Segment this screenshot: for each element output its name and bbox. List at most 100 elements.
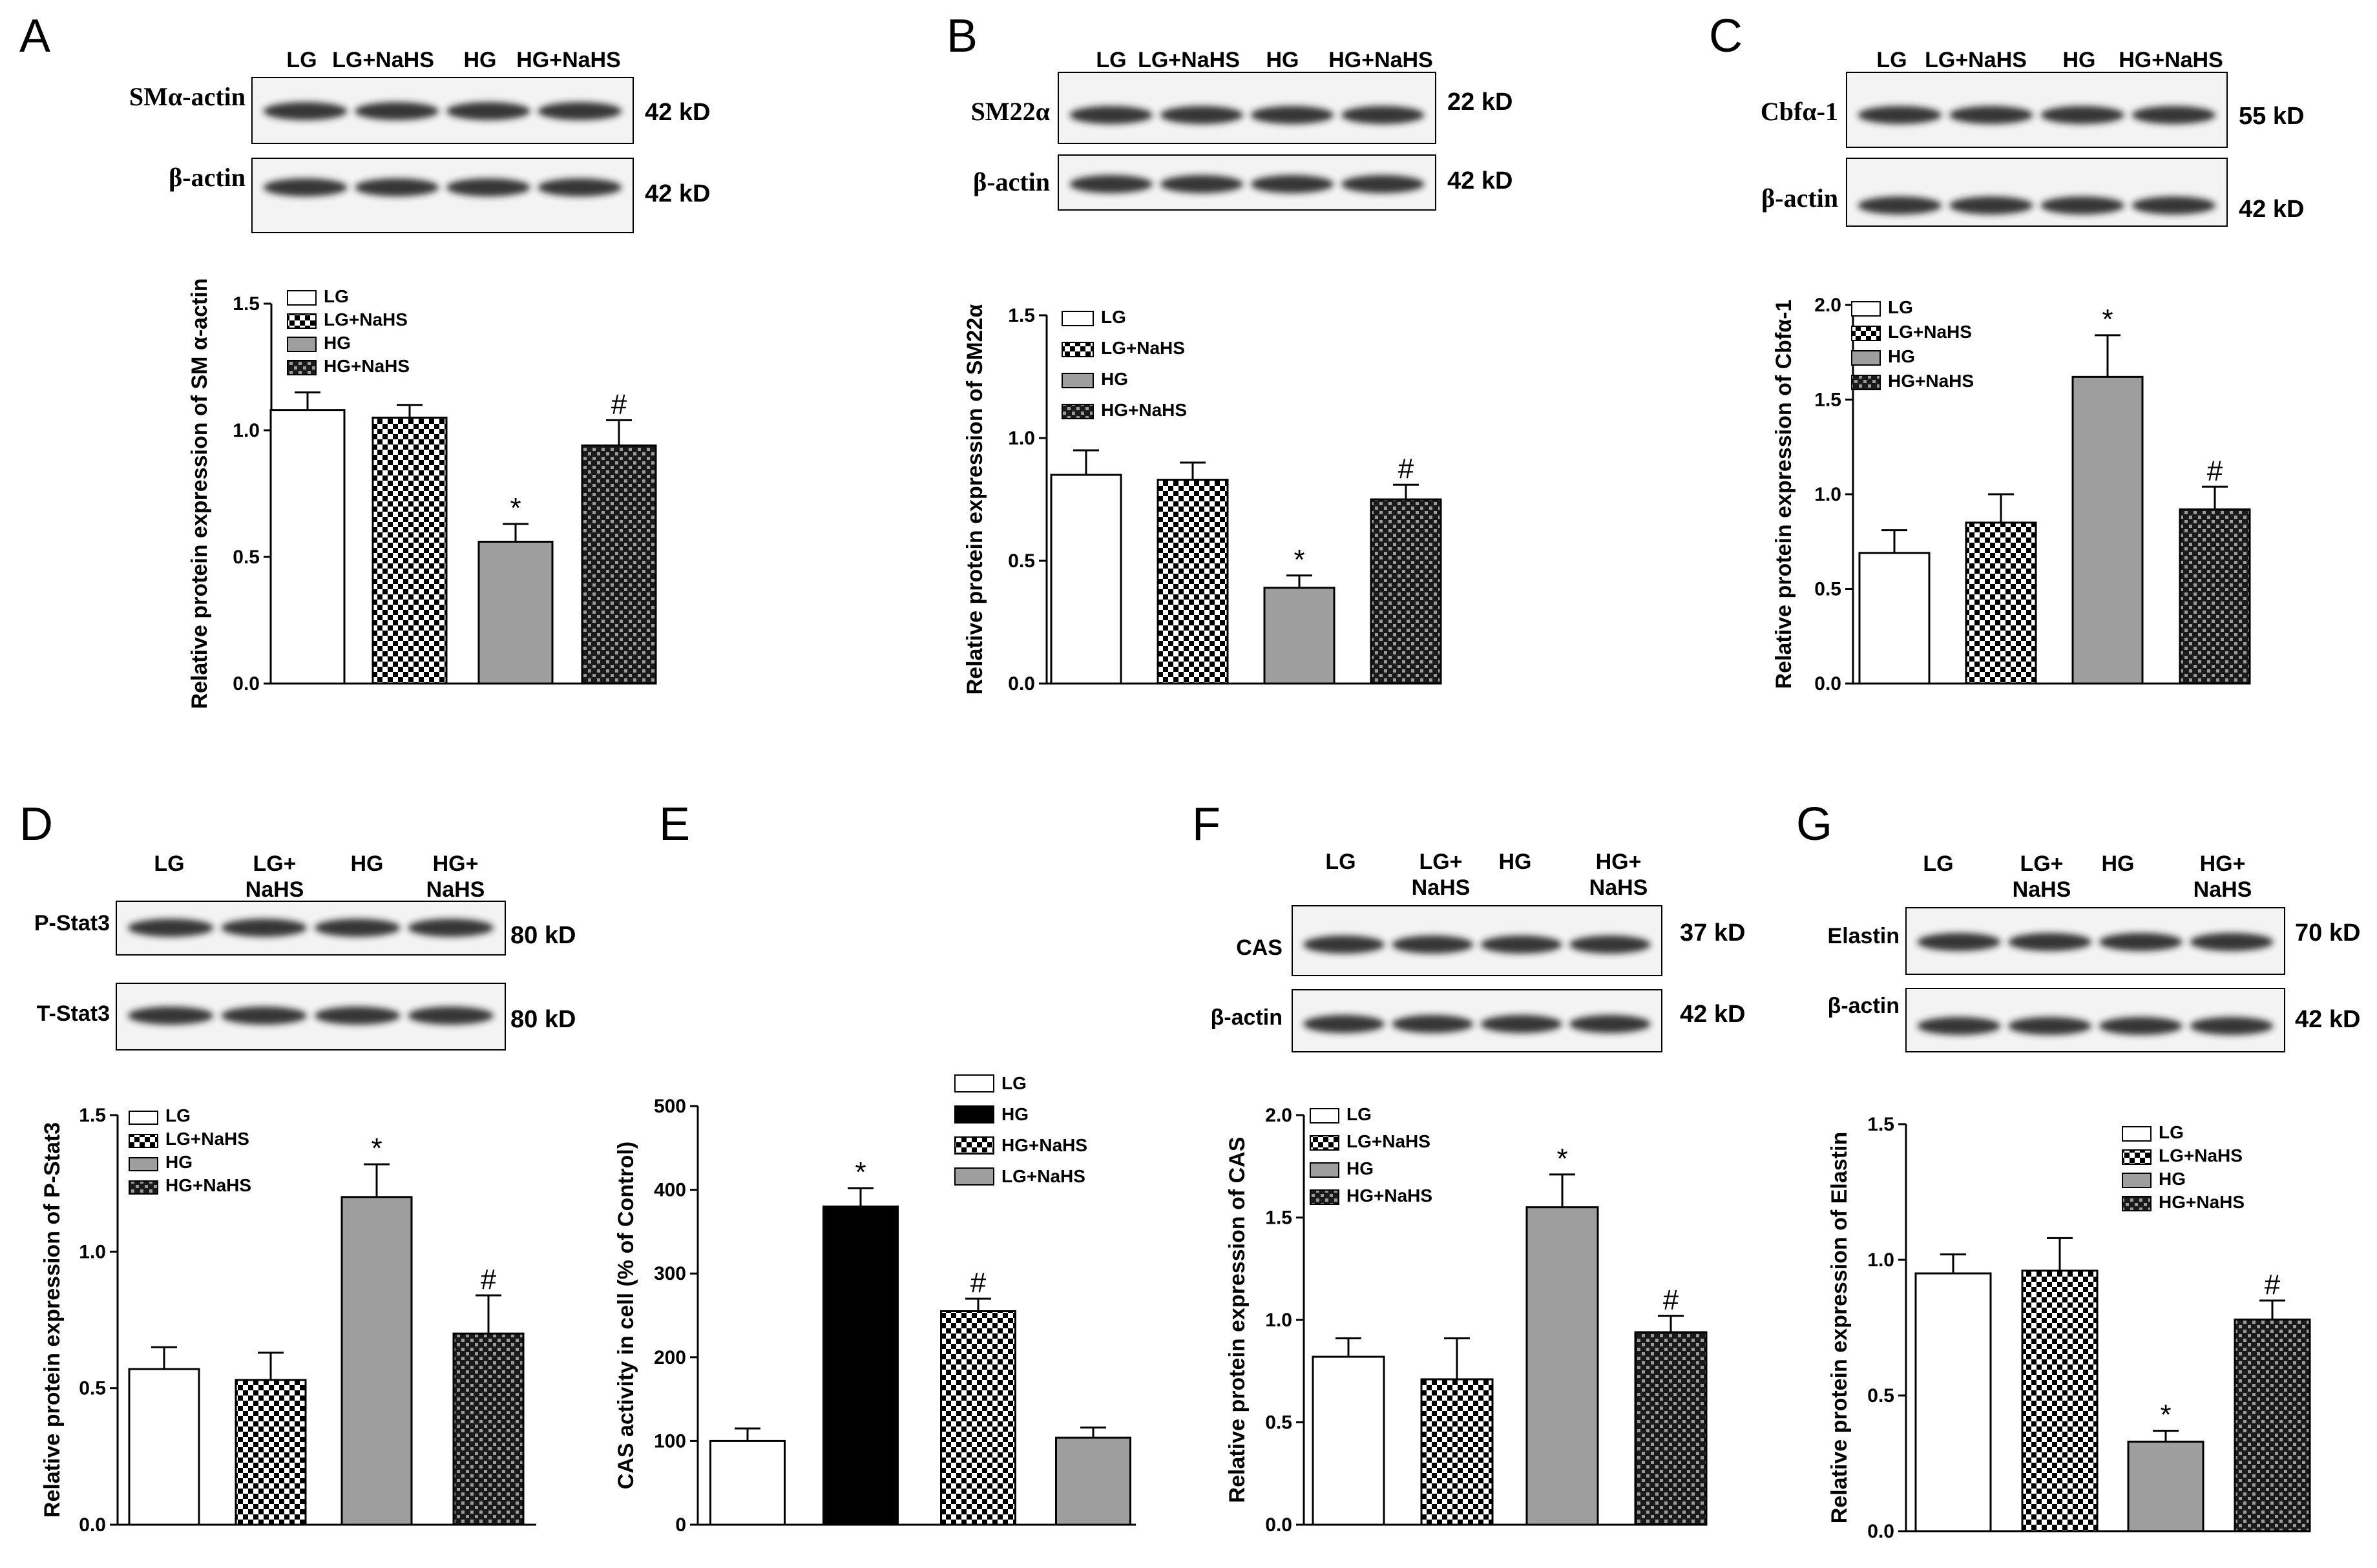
blot-band — [1069, 175, 1153, 193]
blot-band — [2008, 933, 2092, 951]
lane-label: HG+NaHS — [2119, 48, 2223, 72]
significance-mark: * — [1556, 1143, 1567, 1175]
legend-swatch — [2122, 1196, 2152, 1211]
y-tick-label: 1.5 — [1008, 305, 1035, 326]
legend-label: LG — [2159, 1122, 2184, 1142]
legend-swatch — [1310, 1189, 1339, 1205]
blot-band — [128, 919, 214, 937]
lane-label: LG+NaHS — [1925, 48, 2027, 72]
bar — [1157, 479, 1229, 685]
blot-band — [315, 1007, 401, 1025]
bar-lg — [1914, 1253, 1992, 1532]
plot-area: 0.0 0.5 1.0 1.5 Relative protein expression … — [963, 304, 1442, 695]
bar-lg-nahs — [1055, 1427, 1131, 1526]
y-tick-label: 0 — [675, 1514, 686, 1536]
kd-label: 22 kD — [1447, 89, 1513, 116]
blot-band — [1392, 936, 1474, 954]
bar — [1263, 587, 1335, 685]
y-tick-label: 0.5 — [233, 547, 260, 568]
significance-mark: # — [481, 1264, 497, 1295]
legend-label: LG — [1346, 1104, 1372, 1124]
protein-label: Cbfα-1 — [1761, 97, 1838, 126]
plot-area: 0.0 0.5 1.0 1.5 Relative protein expression … — [40, 1105, 536, 1536]
significance-mark: * — [1293, 544, 1304, 576]
legend-swatch — [954, 1167, 994, 1186]
legend-label: HG+NaHS — [1888, 371, 1974, 391]
bar — [1055, 1436, 1131, 1526]
legend-swatch — [287, 313, 317, 329]
bar-lg — [1312, 1337, 1385, 1526]
y-tick-label: 1.5 — [233, 293, 260, 315]
legend-swatch — [287, 360, 317, 375]
blot-band — [1917, 933, 2001, 951]
blot-band — [1250, 106, 1334, 124]
legend-swatch — [287, 290, 317, 306]
blot-band — [1949, 196, 2033, 214]
lane-label: HG — [1266, 48, 1299, 72]
western-blot: LG LG+NaHS HG HG+NaHS SM22α 22 kD β-actin 42 kD — [971, 48, 1513, 211]
blot-band — [1917, 1017, 2001, 1035]
plot-area: 0.0 0.5 1.0 1.5 2.0 Relative protein expressi… — [1772, 295, 2251, 695]
lane-label: NaHS — [2194, 877, 2252, 902]
y-tick-label: 0.5 — [79, 1378, 106, 1399]
blot-band — [1303, 1015, 1385, 1033]
bar-hg-nahs: # — [1634, 1284, 1708, 1526]
bar — [1634, 1331, 1708, 1526]
legend-label: LG+NaHS — [1101, 338, 1185, 358]
blot-band — [355, 178, 439, 196]
bar — [1965, 521, 2037, 685]
bar-hg-nahs: # — [940, 1267, 1016, 1526]
kd-label: 80 kD — [510, 922, 576, 949]
legend-swatch — [954, 1074, 994, 1092]
y-tick-label: 0.0 — [233, 673, 260, 695]
bar-hg-nahs: # — [2234, 1269, 2311, 1532]
y-tick-label: 0.0 — [79, 1514, 106, 1536]
blot-band — [1480, 1015, 1562, 1033]
plot-area: 0 100 200 300 400 500 CAS activity in cell (% … — [614, 1096, 1136, 1536]
y-tick-label: 0.5 — [1814, 579, 1841, 600]
western-blot: LG LG+NaHS HG HG+NaHS SMα-actin 42 kD β-actin 4… — [129, 48, 710, 233]
legend-swatch — [954, 1136, 994, 1155]
legend-swatch — [1310, 1135, 1339, 1151]
bar — [940, 1310, 1016, 1526]
y-tick-label: 1.0 — [1867, 1249, 1894, 1271]
panel-letter: B — [947, 10, 978, 62]
blot-band — [1069, 106, 1153, 124]
legend-swatch — [129, 1157, 158, 1171]
lane-label: HG+ — [1596, 850, 1642, 874]
y-tick-label: 300 — [654, 1263, 686, 1284]
bar — [340, 1196, 413, 1526]
bar-lg-nahs — [1420, 1337, 1494, 1526]
lane-label: LG+NaHS — [1138, 48, 1240, 72]
blot-band — [538, 102, 622, 120]
blot-band — [2190, 933, 2274, 951]
bar-lg — [709, 1427, 786, 1526]
blot-band — [355, 102, 439, 120]
legend-label: LG — [324, 286, 349, 306]
blot-band — [538, 178, 622, 196]
legend-label: HG — [1101, 369, 1128, 389]
protein-label: CAS — [1236, 936, 1283, 960]
legend-swatch — [1851, 326, 1881, 341]
legend-label: HG — [324, 333, 351, 353]
blot-band — [1569, 1015, 1651, 1033]
bar — [1525, 1206, 1599, 1526]
significance-mark: # — [970, 1267, 987, 1299]
bar — [2234, 1318, 2311, 1532]
legend-swatch — [129, 1134, 158, 1148]
blot-band — [1250, 175, 1334, 193]
legend-label: LG+NaHS — [1001, 1166, 1085, 1186]
y-tick-label: 1.5 — [79, 1105, 106, 1126]
kd-label: 42 kD — [2239, 196, 2304, 223]
lane-label: NaHS — [1412, 875, 1471, 900]
bar-lg-nahs — [372, 404, 448, 685]
legend-label: LG+NaHS — [324, 309, 408, 329]
protein-label: T-Stat3 — [37, 1001, 110, 1026]
significance-mark: # — [1663, 1284, 1679, 1316]
protein-label: SMα-actin — [129, 82, 246, 111]
legend-label: HG+NaHS — [165, 1175, 251, 1195]
y-tick-label: 0.0 — [1867, 1521, 1894, 1542]
significance-mark: * — [855, 1156, 866, 1188]
panel-b: B LG LG+NaHS HG HG+NaHS SM22α 22 kD β-actin 42 k… — [947, 10, 1513, 695]
